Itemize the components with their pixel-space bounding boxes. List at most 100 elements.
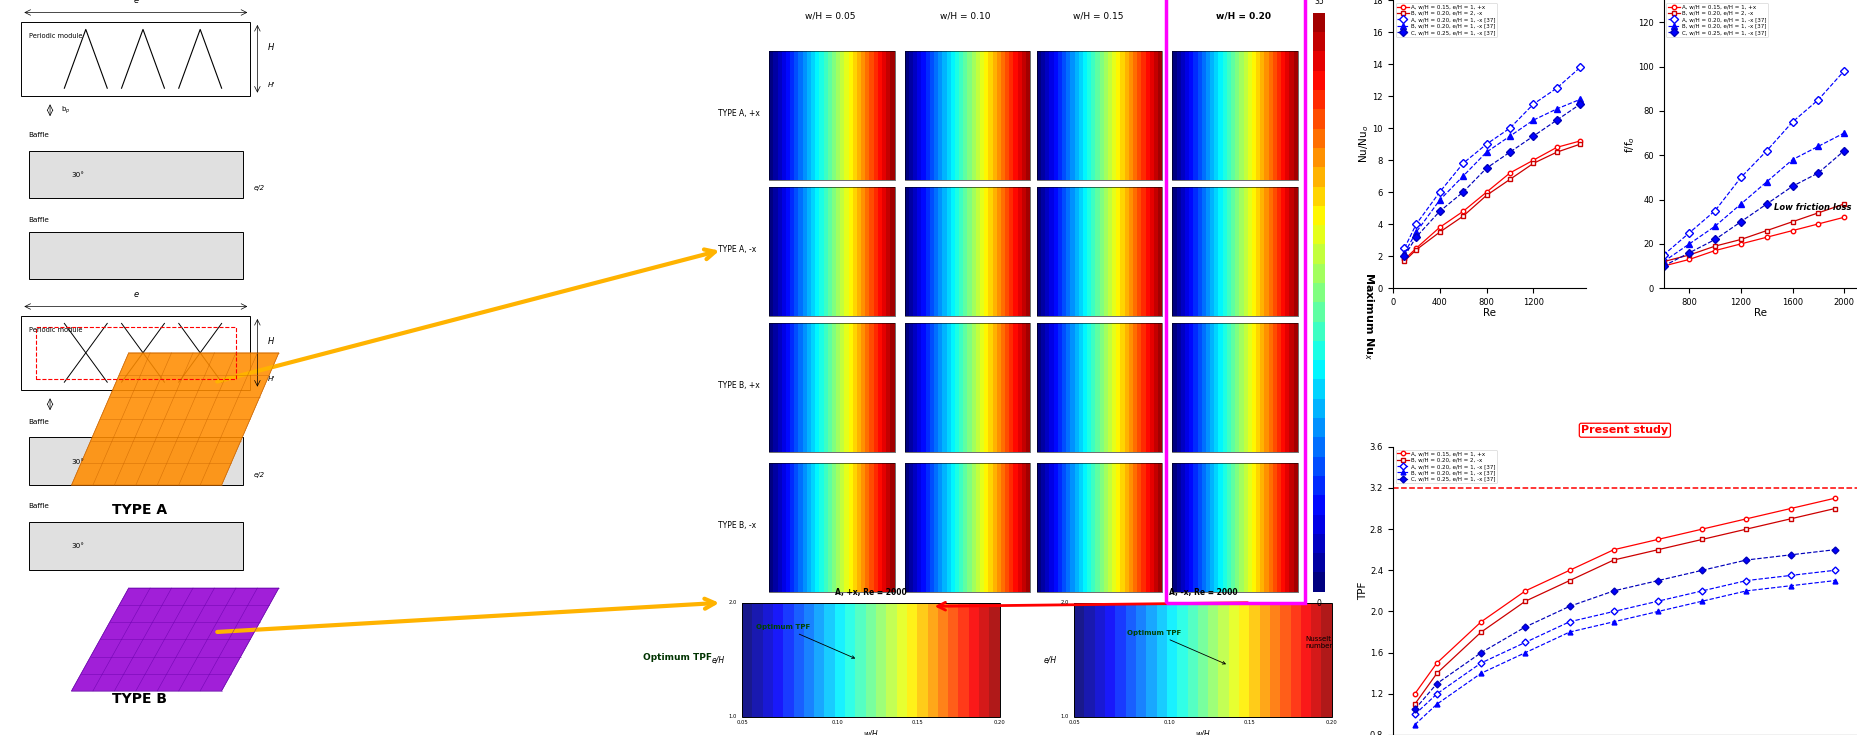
Bar xyxy=(938,51,941,180)
Bar xyxy=(806,323,812,452)
Bar xyxy=(908,187,914,316)
Bar xyxy=(1125,51,1129,180)
B, w/H = 0.20, e/H = 1, -x [37] xyxy=(1523,115,1545,124)
Bar xyxy=(886,463,890,592)
A, w/H = 0.20, e/H = 1, -x [37] xyxy=(1393,244,1415,253)
Bar xyxy=(1268,463,1272,592)
Bar xyxy=(1112,323,1116,452)
C, w/H = 0.25, e/H = 1, -x [37] xyxy=(1781,182,1803,190)
Bar xyxy=(1289,187,1294,316)
Text: e: e xyxy=(134,290,139,299)
A, w/H = 0.20, e/H = 1, -x [37] xyxy=(1569,63,1591,72)
C, w/H = 0.25, e/H = 1, -x [37] xyxy=(1523,132,1545,140)
Bar xyxy=(925,323,930,452)
Bar xyxy=(964,323,967,452)
Bar xyxy=(1146,463,1149,592)
Bar xyxy=(1313,418,1324,437)
B, w/H = 0.20, e/H = 1, -x [37] xyxy=(1499,132,1521,140)
Bar xyxy=(1116,323,1120,452)
Bar xyxy=(1042,463,1045,592)
Bar xyxy=(1188,323,1194,452)
Bar xyxy=(1194,463,1198,592)
Bar xyxy=(1313,379,1324,398)
Bar xyxy=(1289,51,1294,180)
Bar xyxy=(1244,187,1248,316)
Bar xyxy=(1244,463,1248,592)
Bar xyxy=(819,51,823,180)
Bar xyxy=(1313,168,1324,187)
Bar xyxy=(836,603,845,717)
Bar xyxy=(1194,323,1198,452)
Bar xyxy=(845,187,849,316)
Bar xyxy=(778,323,782,452)
Bar xyxy=(1278,187,1281,316)
Bar xyxy=(839,463,845,592)
Bar xyxy=(941,323,947,452)
Line: B, w/H = 0.20, e/H = 2, -x: B, w/H = 0.20, e/H = 2, -x xyxy=(1413,506,1837,706)
Bar xyxy=(979,603,990,717)
C, w/H = 0.25, e/H = 1, -x [37] xyxy=(1426,679,1448,688)
Bar xyxy=(1313,341,1324,360)
Bar xyxy=(1066,323,1070,452)
Bar xyxy=(1109,323,1112,452)
Text: w/H = 0.05: w/H = 0.05 xyxy=(804,11,856,20)
Bar xyxy=(1281,463,1285,592)
Bar xyxy=(1248,463,1252,592)
Bar xyxy=(799,187,802,316)
Bar xyxy=(1112,463,1116,592)
Bar xyxy=(1053,323,1058,452)
Bar xyxy=(1250,603,1259,717)
Bar xyxy=(849,463,852,592)
Bar xyxy=(1181,187,1185,316)
Bar xyxy=(1198,603,1209,717)
Bar xyxy=(1149,463,1153,592)
Text: TYPE B: TYPE B xyxy=(111,692,167,706)
Bar xyxy=(930,51,934,180)
Bar xyxy=(975,463,980,592)
B, w/H = 0.20, e/H = 2, -x xyxy=(1647,545,1669,554)
C, w/H = 0.25, e/H = 1, -x [37] xyxy=(1824,545,1846,554)
Bar xyxy=(1239,187,1244,316)
Bar xyxy=(1278,51,1281,180)
Bar xyxy=(1313,245,1324,264)
Bar xyxy=(1159,51,1162,180)
B, w/H = 0.20, e/H = 2, -x xyxy=(1523,159,1545,168)
Line: A, w/H = 0.15, e/H = 1, +x: A, w/H = 0.15, e/H = 1, +x xyxy=(1402,139,1582,262)
Bar xyxy=(1018,51,1021,180)
Bar xyxy=(786,323,789,452)
Bar xyxy=(773,187,778,316)
Bar xyxy=(1201,323,1205,452)
A, w/H = 0.15, e/H = 1, +x xyxy=(1755,233,1777,242)
A, w/H = 0.20, e/H = 1, -x [37] xyxy=(1647,597,1669,606)
A, w/H = 0.20, e/H = 1, -x [37] xyxy=(1471,659,1493,667)
Bar xyxy=(799,323,802,452)
Bar xyxy=(1278,463,1281,592)
Bar xyxy=(878,323,882,452)
Bar xyxy=(1058,187,1062,316)
A, w/H = 0.20, e/H = 1, -x [37] xyxy=(1705,207,1727,215)
B, w/H = 0.20, e/H = 1, -x [37] xyxy=(1779,581,1801,590)
Bar xyxy=(1008,463,1014,592)
B, w/H = 0.20, e/H = 2, -x xyxy=(1734,525,1757,534)
Bar xyxy=(971,323,975,452)
Bar xyxy=(897,603,906,717)
Bar xyxy=(1218,463,1222,592)
Bar xyxy=(806,187,812,316)
Bar xyxy=(1272,323,1278,452)
Bar xyxy=(1045,463,1049,592)
Bar xyxy=(849,323,852,452)
Bar xyxy=(1239,463,1244,592)
B, w/H = 0.20, e/H = 1, -x [37] xyxy=(1734,587,1757,595)
C, w/H = 0.25, e/H = 1, -x [37] xyxy=(1404,705,1426,714)
Bar xyxy=(938,463,941,592)
Bar xyxy=(828,51,832,180)
A, w/H = 0.15, e/H = 1, +x xyxy=(1705,246,1727,255)
A, w/H = 0.15, e/H = 1, +x xyxy=(1731,240,1753,248)
Bar xyxy=(990,603,999,717)
B, w/H = 0.20, e/H = 2, -x xyxy=(1393,257,1415,265)
Bar xyxy=(1294,323,1298,452)
Bar xyxy=(778,51,782,180)
Text: H: H xyxy=(267,43,275,52)
Bar xyxy=(1133,463,1136,592)
Bar xyxy=(1313,32,1324,51)
